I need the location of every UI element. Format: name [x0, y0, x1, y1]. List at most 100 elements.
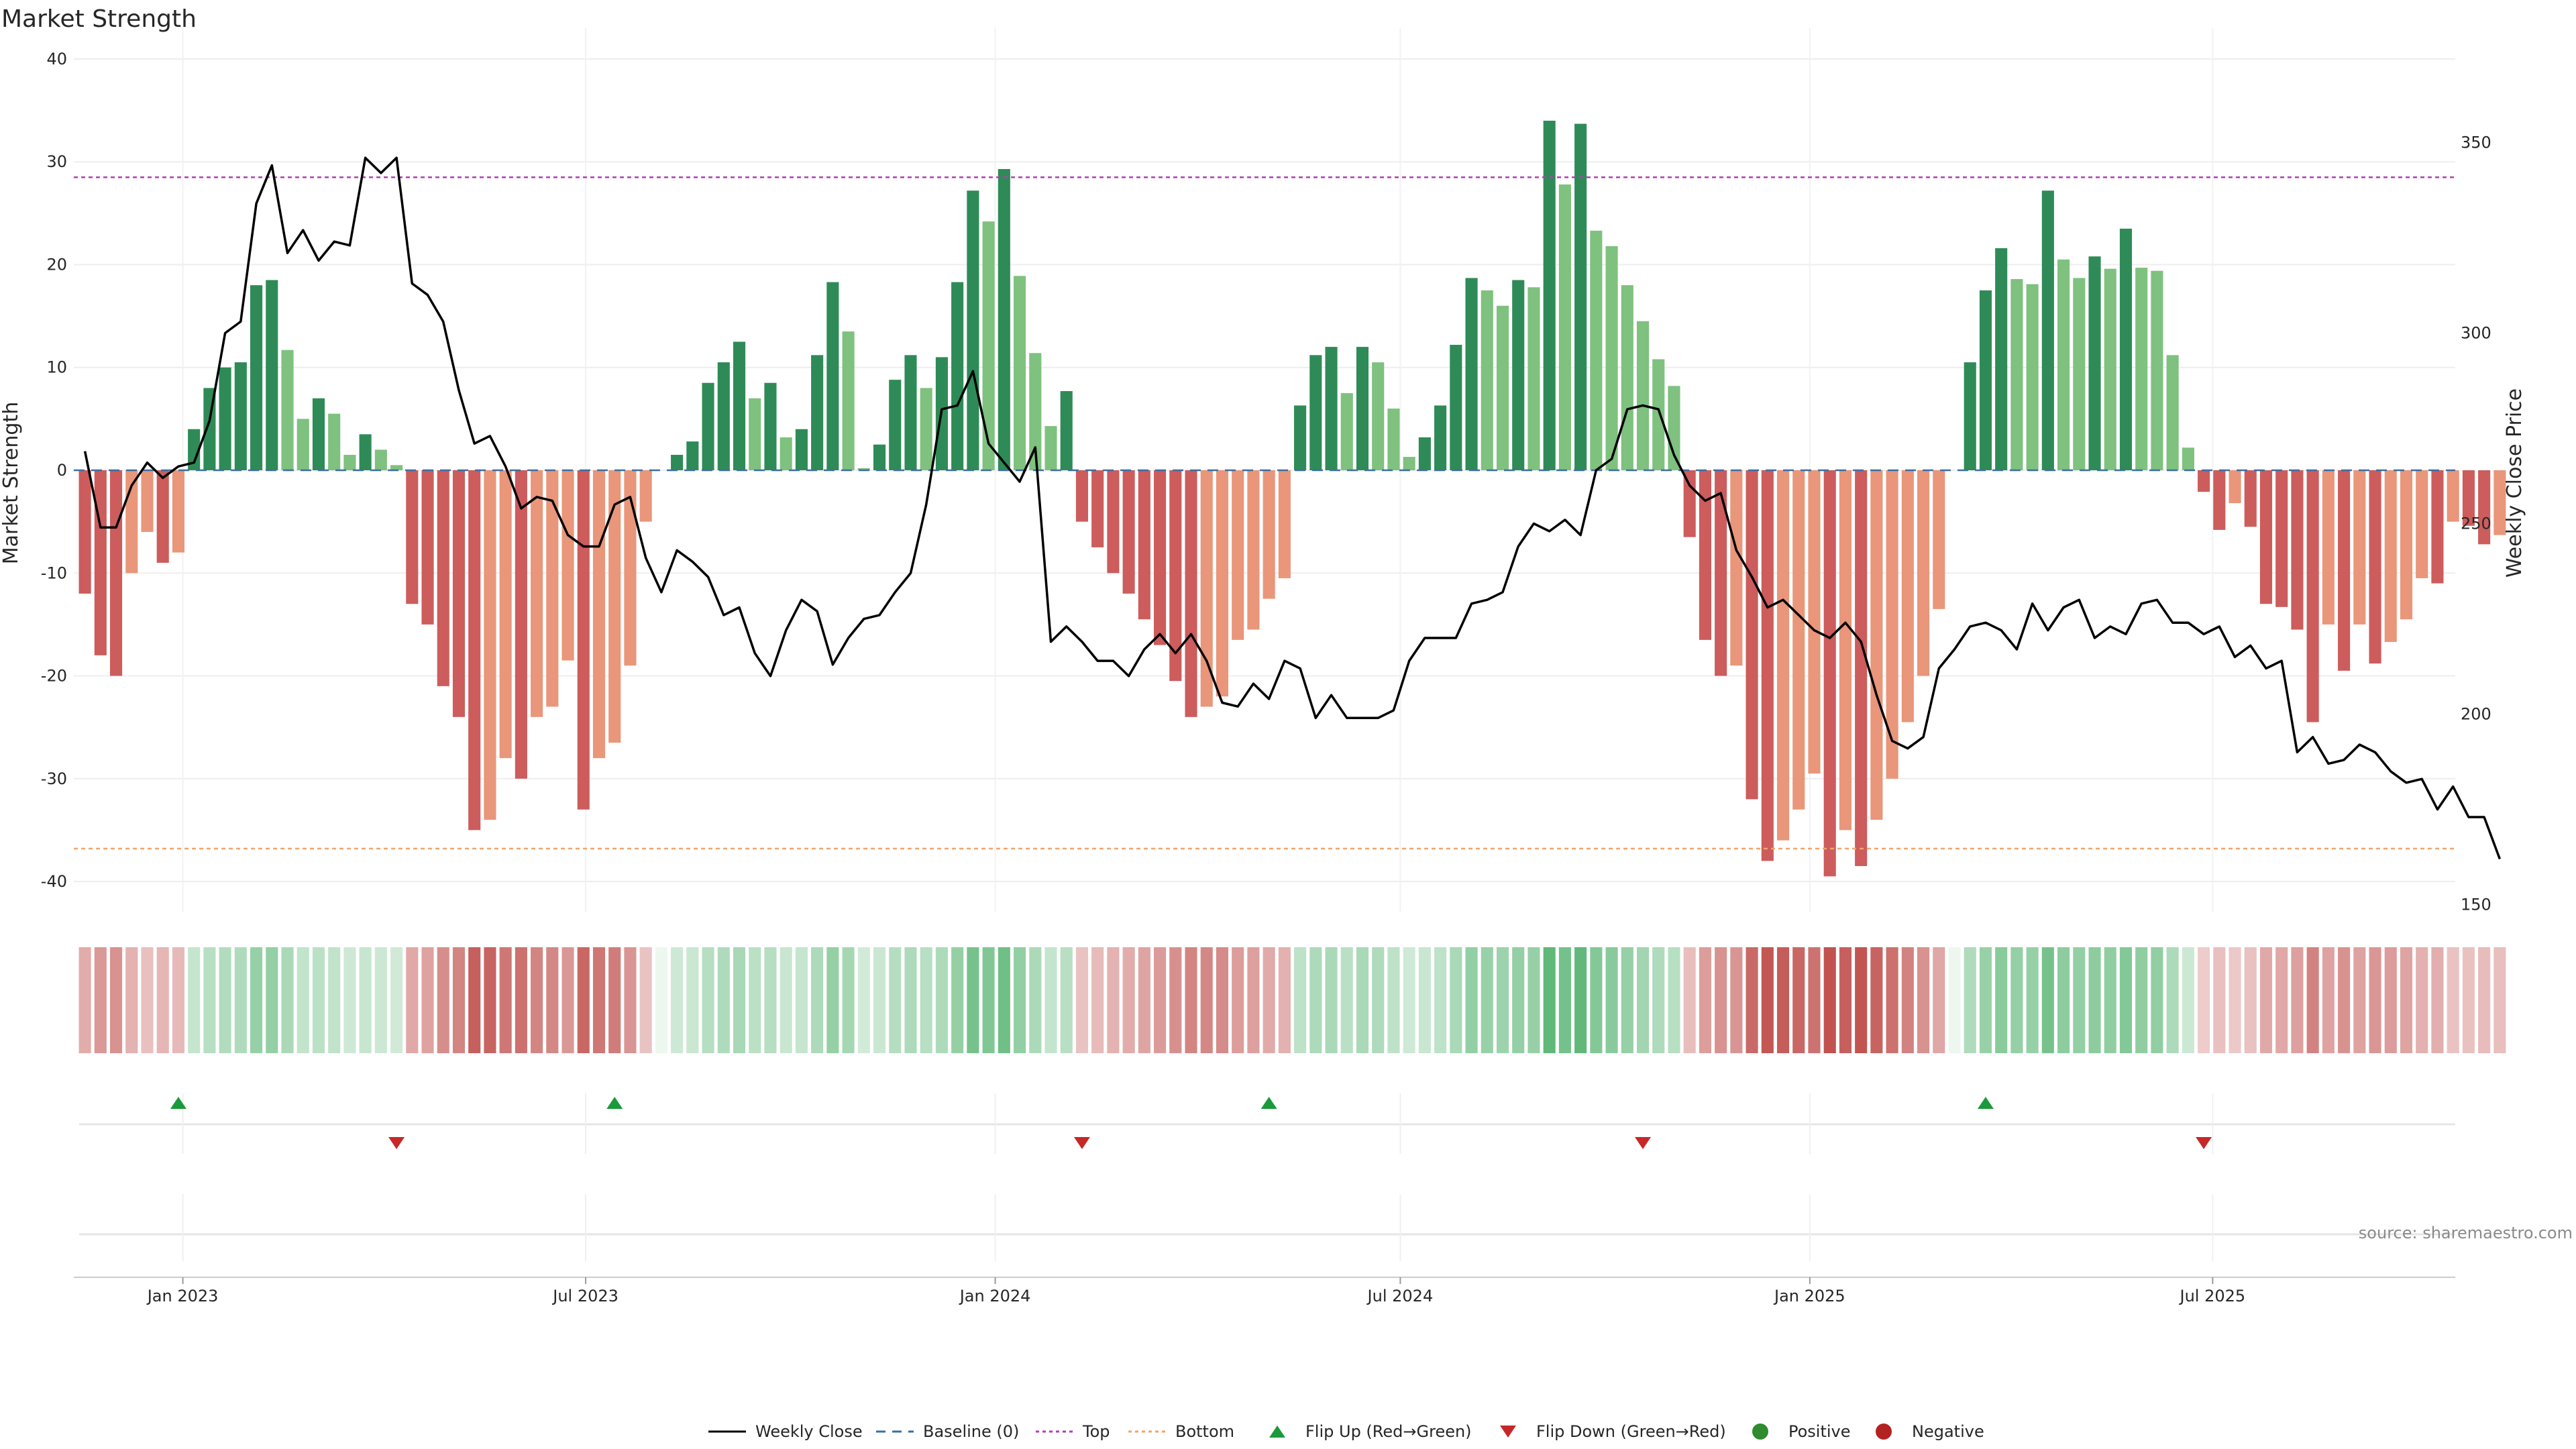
strip-cell-positive — [857, 947, 870, 1053]
negative-bar — [1808, 470, 1821, 774]
negative-bar — [1200, 470, 1213, 707]
positive-bar — [1605, 246, 1618, 470]
strip-cell-positive — [1325, 947, 1338, 1053]
strip-cell-positive — [297, 947, 309, 1053]
strip-cell-negative — [592, 947, 606, 1053]
positive-bar — [1465, 278, 1478, 470]
strip-cell-negative — [1138, 947, 1150, 1053]
positive-bar — [219, 367, 231, 470]
negative-bar — [1761, 470, 1774, 861]
strip-cell-positive — [749, 947, 761, 1053]
negative-bar — [156, 470, 169, 563]
negative-bar — [2213, 470, 2226, 530]
strip-cell-positive — [266, 947, 278, 1053]
strip-cell-negative — [2353, 947, 2366, 1053]
flip-up-marker — [1260, 1097, 1277, 1109]
strip-cell-positive — [733, 947, 746, 1053]
strip-cell-negative — [125, 947, 138, 1053]
strip-cell-positive — [1979, 947, 1992, 1053]
strip-cell-positive — [1372, 947, 1385, 1053]
negative-bar — [452, 470, 466, 717]
strip-cell-negative — [1823, 947, 1836, 1053]
strip-cell-negative — [109, 947, 123, 1053]
positive-bar — [297, 419, 309, 470]
strip-cell-negative — [2306, 947, 2319, 1053]
legend-label: Weekly Close — [755, 1422, 863, 1441]
positive-bar — [702, 382, 714, 470]
strip-cell-negative — [2416, 947, 2428, 1053]
strip-cell-positive — [1418, 947, 1431, 1053]
strip-cell-positive — [1481, 947, 1493, 1053]
legend-label: Top — [1082, 1422, 1110, 1441]
negative-bar — [2400, 470, 2413, 620]
negative-bar — [1776, 470, 1790, 841]
strip-cell-positive — [826, 947, 839, 1053]
negative-bar — [1715, 470, 1727, 676]
positive-bar — [2057, 259, 2070, 470]
positive-bar — [343, 455, 356, 470]
strip-cell-negative — [1746, 947, 1758, 1053]
chart-title: Market Strength — [1, 5, 197, 33]
negative-bar — [2431, 470, 2444, 584]
strip-cell-positive — [2182, 947, 2194, 1053]
negative-bar — [2229, 470, 2241, 504]
positive-bar — [2119, 228, 2133, 470]
strip-cell-negative — [1855, 947, 1868, 1053]
positive-bar — [982, 221, 995, 470]
strip-cell-negative — [484, 947, 496, 1053]
strip-cell-positive — [795, 947, 808, 1053]
flip-down-marker — [1635, 1137, 1652, 1149]
flip-down-marker — [2196, 1137, 2212, 1149]
negative-bar — [1247, 470, 1260, 630]
strip-cell-positive — [374, 947, 387, 1053]
strip-cell-negative — [1075, 947, 1089, 1053]
positive-bar — [1621, 285, 1633, 470]
strip-cell-positive — [343, 947, 356, 1053]
positive-bar — [686, 441, 699, 470]
positive-bar — [826, 282, 839, 470]
strip-cell-positive — [1652, 947, 1665, 1053]
positive-bar — [234, 362, 247, 470]
negative-bar — [468, 470, 481, 830]
strip-cell-positive — [203, 947, 216, 1053]
strip-cell-positive — [2151, 947, 2163, 1053]
positive-bar — [2073, 278, 2086, 470]
strip-cell-negative — [624, 947, 637, 1053]
strip-cell-negative — [468, 947, 481, 1053]
strip-cell-positive — [2088, 947, 2101, 1053]
strip-cell-positive — [2166, 947, 2179, 1053]
legend-item: Negative — [1876, 1422, 1984, 1441]
positive-bar — [1496, 305, 1509, 470]
negative-bar — [608, 470, 621, 743]
weekly-close-path — [83, 156, 2502, 860]
negative-bar — [2275, 470, 2288, 607]
negative-bar — [1278, 470, 1291, 578]
strip-cell-positive — [1465, 947, 1478, 1053]
strip-cell-positive — [1527, 947, 1540, 1053]
legend-label: Flip Up (Red→Green) — [1305, 1422, 1472, 1441]
strip-cell-negative — [78, 947, 91, 1053]
strip-cell-positive — [2104, 947, 2116, 1053]
y-tick-label: 40 — [46, 50, 67, 68]
strip-cell-positive — [2135, 947, 2148, 1053]
negative-bar — [2447, 470, 2459, 522]
positive-bar — [1309, 355, 1322, 470]
negative-bar — [624, 470, 637, 666]
strip-cell-positive — [1029, 947, 1042, 1053]
flip-down-marker — [1073, 1137, 1090, 1149]
negative-bar — [592, 470, 606, 759]
negative-bar — [1746, 470, 1758, 800]
strip-cell-positive — [1964, 947, 1976, 1053]
negative-bar — [1699, 470, 1711, 640]
strip-cell-negative — [1808, 947, 1821, 1053]
y-tick-label: -30 — [41, 769, 67, 788]
strip-cell-negative — [561, 947, 574, 1053]
strip-cell-negative — [1247, 947, 1260, 1053]
y-tick-label: 0 — [57, 461, 67, 480]
strip-cell-positive — [2026, 947, 2039, 1053]
strip-cell-positive — [250, 947, 263, 1053]
strip-cell-negative — [577, 947, 590, 1053]
positive-bar — [359, 434, 372, 470]
flip-up-marker — [1977, 1097, 1994, 1109]
strip-cell-negative — [1933, 947, 1945, 1053]
